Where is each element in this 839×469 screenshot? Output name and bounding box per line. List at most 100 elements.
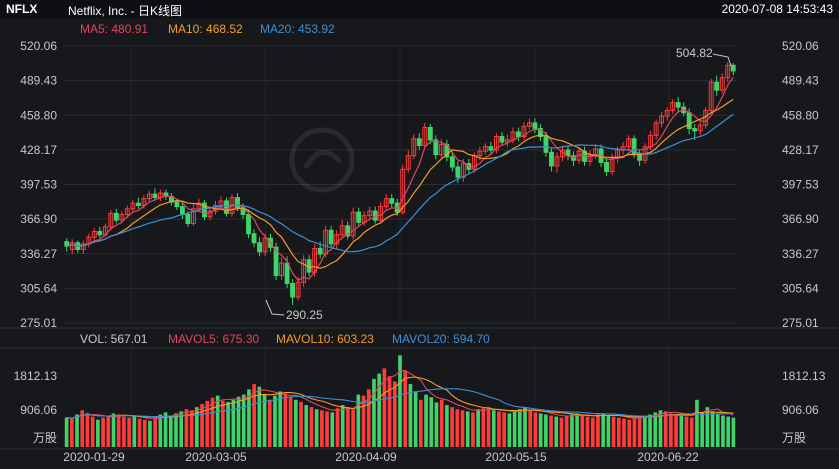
candle-body — [339, 225, 345, 236]
candle — [411, 134, 417, 160]
candle — [152, 188, 158, 201]
candle — [135, 197, 141, 209]
candle-body — [69, 242, 75, 251]
candle-body — [284, 262, 290, 284]
volume-bar — [544, 414, 548, 447]
volume-bar — [351, 409, 355, 447]
volume-bar — [684, 416, 689, 447]
volume-bar — [366, 389, 371, 447]
volume-bar — [153, 417, 157, 447]
date-axis: 2020-01-29 2020-03-05 2020-04-09 2020-05-15… — [63, 450, 699, 464]
volume-bar — [392, 381, 397, 447]
candle — [493, 133, 499, 154]
volume-axis-left: 1812.13 906.06 万股 — [14, 369, 58, 445]
candle-body — [356, 211, 362, 223]
volume-bar — [293, 399, 298, 447]
candle-body — [659, 115, 665, 124]
candle — [664, 107, 670, 121]
price-tick-label: 366.90 — [20, 212, 57, 226]
volume-bar — [616, 417, 621, 447]
candle-body — [295, 281, 301, 298]
volume-bar — [75, 414, 79, 447]
volume-bar — [278, 391, 283, 447]
volume-bar — [643, 415, 647, 447]
candle-body — [317, 247, 323, 255]
candle — [604, 157, 609, 177]
price-tick-label: 397.53 — [782, 178, 819, 192]
price-tick-label: 458.80 — [782, 108, 819, 122]
candle-body — [262, 237, 268, 253]
volume-bar — [205, 400, 210, 447]
candle — [670, 99, 676, 114]
volume-bar — [502, 412, 507, 447]
candle — [163, 189, 169, 200]
mavol10-legend: MAVOL10: 603.23 — [276, 332, 374, 346]
stock-name: Netflix, Inc. - 日K线图 — [68, 4, 183, 18]
volume-bar — [564, 415, 569, 447]
volume-bar — [96, 419, 100, 447]
volume-bar — [137, 418, 142, 447]
candle — [416, 133, 422, 151]
volume-bar — [658, 410, 663, 447]
volume-bar — [439, 399, 444, 447]
candle — [659, 111, 665, 128]
volume-bar — [455, 409, 460, 447]
price-axis-right: 520.06 489.43 458.80 428.17 397.53 366.90 336.… — [782, 39, 819, 330]
candle — [224, 197, 229, 217]
volume-ma-lines — [66, 369, 734, 420]
volume-bar — [122, 416, 126, 447]
volume-bar — [158, 414, 163, 447]
candle-body — [246, 213, 251, 235]
candle-body — [626, 138, 632, 148]
candle-body — [146, 193, 152, 200]
volume-bar — [314, 409, 319, 447]
candle — [405, 150, 411, 173]
volume-bar — [64, 417, 69, 447]
candle-body — [692, 128, 698, 132]
volume-bar — [429, 397, 434, 447]
candle-body — [725, 64, 731, 79]
volume-bar — [252, 384, 256, 447]
volume-bar — [434, 402, 439, 447]
volume-tick-label: 万股 — [782, 431, 806, 445]
volume-bar — [226, 401, 230, 447]
candle-body — [477, 150, 483, 157]
volume-bar — [689, 417, 694, 447]
price-annotations: 504.82 290.25 — [265, 46, 732, 322]
candle-body — [493, 135, 499, 151]
price-tick-label: 489.43 — [20, 74, 57, 88]
volume-bar — [257, 386, 262, 447]
volume-bar — [476, 409, 480, 447]
candle — [383, 194, 389, 210]
candle-body — [80, 243, 86, 251]
candle-body — [251, 233, 257, 244]
candle-body — [113, 212, 119, 221]
ma10-line — [66, 98, 734, 269]
ma20-line — [66, 113, 734, 253]
volume-bar — [517, 409, 522, 447]
candle — [444, 139, 450, 162]
candle — [565, 145, 571, 161]
volume-bar — [580, 415, 585, 447]
candle-body — [64, 241, 70, 247]
volume-bar — [674, 414, 678, 447]
candle-body — [350, 211, 356, 237]
candle-body — [604, 161, 609, 173]
volume-bar — [601, 413, 605, 447]
volume-bar — [127, 417, 131, 447]
candle-body — [664, 109, 670, 117]
ma-lines — [66, 76, 734, 282]
candle — [301, 255, 307, 287]
volume-bar — [309, 407, 314, 447]
volume-bar — [106, 415, 111, 447]
volume-bar — [637, 416, 642, 447]
volume-bar — [481, 408, 486, 447]
candle-body — [301, 259, 307, 283]
volume-bar — [731, 417, 736, 447]
candle-body — [196, 202, 202, 210]
volume-bar — [231, 399, 236, 447]
volume-bar — [663, 411, 668, 447]
candle — [279, 257, 285, 281]
volume-bar — [486, 407, 491, 447]
